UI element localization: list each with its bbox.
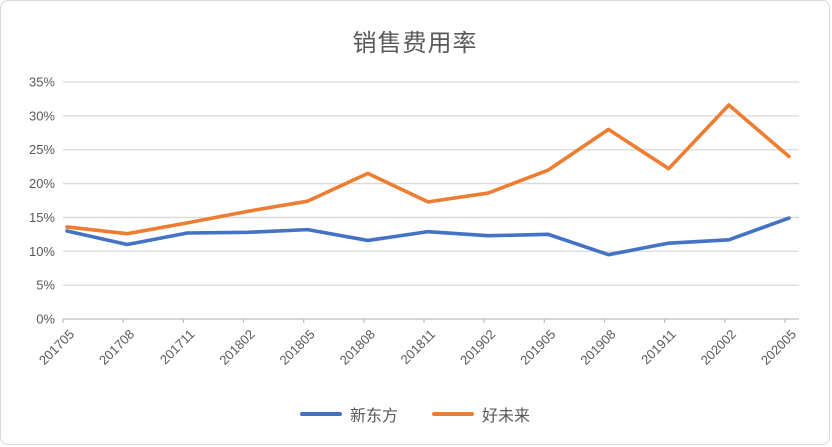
- y-axis-tick-label: 25%: [29, 142, 55, 157]
- x-axis-tick-label: 201905: [517, 327, 558, 368]
- y-axis-tick-label: 0%: [36, 312, 55, 327]
- x-axis-tick-label: 202005: [758, 327, 799, 368]
- x-axis-tick-label: 201908: [577, 327, 618, 368]
- x-axis-tick-label: 201711: [157, 327, 198, 368]
- x-axis-tick-label: 201811: [398, 327, 439, 368]
- x-axis-tick-label: 201708: [96, 327, 137, 368]
- x-axis-tick-label: 201911: [638, 327, 679, 368]
- chart-legend: 新东方 好未来: [1, 402, 829, 426]
- x-axis-tick-label: 201802: [216, 327, 257, 368]
- legend-line-swatch-blue: [299, 412, 342, 416]
- x-axis-tick-label: 201805: [276, 327, 317, 368]
- x-axis-tick-label: 201808: [337, 327, 378, 368]
- x-axis-tick-label: 202002: [698, 327, 739, 368]
- legend-line-swatch-orange: [432, 412, 474, 416]
- y-axis-tick-label: 5%: [36, 278, 55, 293]
- x-axis-tick-label: 201902: [457, 327, 498, 368]
- x-axis-tick-label: 201705: [36, 327, 77, 368]
- y-axis-tick-label: 30%: [29, 108, 55, 123]
- legend-label: 新东方: [349, 408, 398, 425]
- y-axis-tick-label: 15%: [29, 210, 55, 225]
- series-line-好未来: [65, 103, 791, 236]
- legend-label: 好未来: [482, 408, 531, 425]
- y-axis-tick-label: 35%: [29, 75, 55, 90]
- y-axis-tick-label: 10%: [29, 244, 55, 259]
- legend-item-xdf: 新东方: [299, 402, 398, 426]
- series-line-新东方: [65, 216, 791, 257]
- y-axis-tick-label: 20%: [29, 176, 55, 191]
- chart-title: 销售费用率: [352, 30, 478, 57]
- legend-item-tal: 好未来: [432, 402, 530, 426]
